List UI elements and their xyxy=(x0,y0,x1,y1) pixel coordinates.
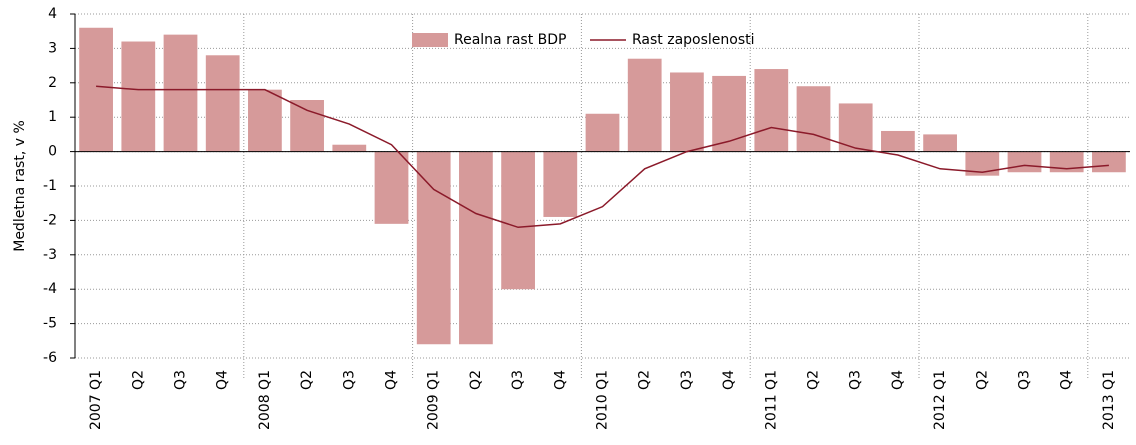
x-tick-label: 2009 Q1 xyxy=(426,370,442,430)
y-tick-label: -4 xyxy=(43,281,57,297)
x-tick-label: Q4 xyxy=(890,370,906,390)
y-axis-label: Medletna rast, v % xyxy=(12,120,28,252)
x-tick-label: Q2 xyxy=(130,370,146,390)
x-tick-label: Q2 xyxy=(299,370,315,390)
bar xyxy=(79,27,113,152)
legend-label: Rast zaposlenosti xyxy=(632,32,755,48)
bar xyxy=(501,151,535,290)
x-tick-label: Q4 xyxy=(384,370,400,390)
bar xyxy=(1007,151,1042,173)
x-tick-label: Q4 xyxy=(721,370,737,390)
x-tick-label: 2008 Q1 xyxy=(257,370,273,430)
x-tick-label: Q2 xyxy=(974,370,990,390)
bar xyxy=(1092,151,1126,173)
bar xyxy=(1049,151,1084,173)
x-tick-label: 2007 Q1 xyxy=(88,370,104,430)
y-tick-label: -2 xyxy=(43,212,57,228)
x-tick-label: Q3 xyxy=(173,370,189,390)
y-tick-label: -3 xyxy=(43,247,57,263)
bar xyxy=(121,41,156,152)
bar xyxy=(796,86,831,152)
bar xyxy=(205,55,240,152)
x-tick-label: Q2 xyxy=(637,370,653,390)
bar xyxy=(670,72,704,152)
bar xyxy=(332,144,367,152)
bar xyxy=(838,103,873,152)
x-tick-label: 2011 Q1 xyxy=(763,370,779,430)
bar xyxy=(290,100,324,152)
bar xyxy=(712,75,746,152)
bar xyxy=(627,58,662,152)
line xyxy=(96,85,1109,229)
y-tick-label: -1 xyxy=(43,178,57,194)
legend-label: Realna rast BDP xyxy=(454,32,566,48)
y-tick-label: -6 xyxy=(43,350,57,366)
x-tick-label: Q4 xyxy=(552,370,568,390)
bar xyxy=(754,69,789,152)
bar xyxy=(374,151,409,224)
x-tick-label: Q3 xyxy=(510,370,526,390)
x-tick-label: Q4 xyxy=(215,370,231,390)
x-tick-label: Q4 xyxy=(1059,370,1075,390)
bar xyxy=(881,130,915,152)
x-tick-label: Q3 xyxy=(341,370,357,390)
bar xyxy=(585,113,620,152)
y-tick-label: 0 xyxy=(48,144,57,160)
bar xyxy=(459,151,493,345)
y-tick-label: -5 xyxy=(43,316,57,332)
bar xyxy=(543,151,578,217)
bar xyxy=(923,134,957,152)
x-tick-label: 2013 Q1 xyxy=(1101,370,1117,430)
bar xyxy=(248,89,282,152)
legend-swatch xyxy=(412,33,448,47)
x-tick-label: 2010 Q1 xyxy=(595,370,611,430)
x-tick-label: Q3 xyxy=(1017,370,1033,390)
x-tick-label: Q2 xyxy=(468,370,484,390)
x-tick-label: Q2 xyxy=(806,370,822,390)
y-tick-label: 1 xyxy=(48,109,57,125)
y-tick-label: 4 xyxy=(48,6,57,22)
y-tick-label: 2 xyxy=(48,75,57,91)
bar xyxy=(416,151,451,345)
x-tick-label: Q3 xyxy=(679,370,695,390)
y-tick-label: 3 xyxy=(48,40,57,56)
x-tick-label: Q3 xyxy=(848,370,864,390)
bar xyxy=(163,34,198,152)
x-tick-label: 2012 Q1 xyxy=(932,370,948,430)
